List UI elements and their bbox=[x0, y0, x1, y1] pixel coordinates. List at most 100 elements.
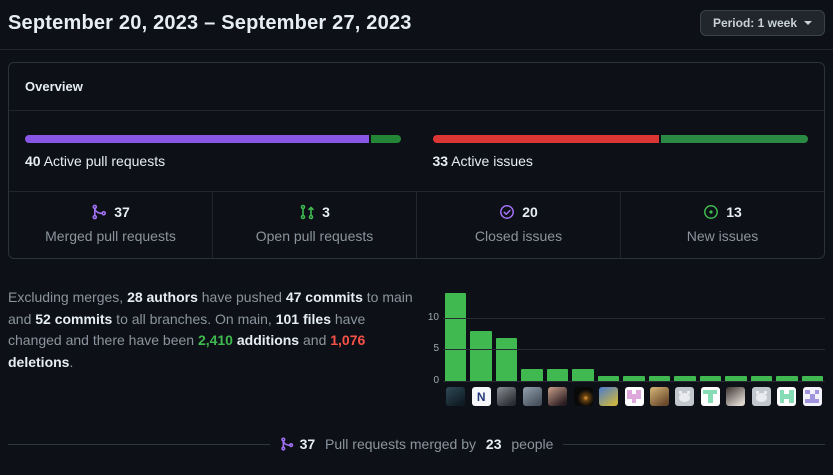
bar-slot bbox=[699, 287, 722, 382]
commit-count-bar[interactable] bbox=[521, 369, 543, 382]
commit-count-bar[interactable] bbox=[623, 375, 645, 382]
author-avatar[interactable] bbox=[599, 387, 619, 406]
commit-count-bar[interactable] bbox=[572, 369, 594, 382]
commit-count-bar[interactable] bbox=[801, 375, 824, 382]
bar-slot bbox=[776, 287, 798, 382]
author-avatar[interactable] bbox=[624, 387, 644, 406]
activity-section: Excluding merges, 28 authors have pushed… bbox=[8, 287, 825, 406]
y-axis-tick-label: 5 bbox=[433, 343, 439, 355]
author-avatar[interactable] bbox=[777, 387, 797, 406]
bar-slot bbox=[674, 287, 696, 382]
overview-stats-row: 37 Merged pull requests 3 Open pull requ… bbox=[9, 191, 824, 258]
author-avatar[interactable] bbox=[751, 387, 771, 406]
author-avatar-row: N bbox=[443, 387, 825, 406]
chart-bars bbox=[443, 287, 825, 382]
files-changed-count: 101 files bbox=[275, 310, 331, 327]
commit-count-bar[interactable] bbox=[674, 375, 696, 382]
identicon bbox=[627, 389, 641, 404]
open-pr-value-row: 3 bbox=[213, 202, 416, 222]
merged-pr-total: 37 bbox=[299, 436, 316, 452]
footer-text: Pull requests merged by bbox=[321, 436, 480, 452]
bar-slot bbox=[597, 287, 620, 382]
bar-slot bbox=[495, 287, 518, 382]
gridline bbox=[443, 317, 825, 319]
open-pull-requests-stat[interactable]: 3 Open pull requests bbox=[212, 192, 416, 258]
author-avatar[interactable] bbox=[700, 387, 720, 406]
progress-segment-new bbox=[660, 135, 808, 143]
avatar-slot bbox=[725, 387, 746, 406]
commit-count-bar[interactable] bbox=[470, 331, 492, 382]
author-avatar[interactable] bbox=[522, 387, 542, 406]
pull-requests-column: 40 Active pull requests bbox=[25, 135, 401, 169]
new-issues-value-row: 13 bbox=[621, 202, 824, 222]
author-avatar[interactable] bbox=[675, 387, 695, 406]
commit-count-bar[interactable] bbox=[648, 375, 671, 382]
commit-count-bar[interactable] bbox=[699, 375, 722, 382]
closed-issues-stat[interactable]: 20 Closed issues bbox=[416, 192, 620, 258]
bar-slot bbox=[572, 287, 594, 382]
active-issues-label: 33 Active issues bbox=[433, 153, 809, 169]
footer-text: people bbox=[507, 436, 554, 452]
summary-text: have changed and there have been bbox=[8, 310, 366, 349]
period-dropdown-button[interactable]: Period: 1 week bbox=[699, 10, 825, 36]
commit-count-bar[interactable] bbox=[597, 375, 620, 382]
deletions-word: deletions bbox=[8, 353, 70, 370]
overview-card-header: Overview bbox=[9, 63, 824, 111]
summary-text: to main and bbox=[8, 289, 413, 327]
git-pull-request-icon bbox=[299, 204, 315, 220]
author-avatar[interactable] bbox=[726, 387, 746, 406]
new-issues-stat[interactable]: 13 New issues bbox=[620, 192, 824, 258]
commit-count-bar[interactable] bbox=[725, 375, 747, 382]
merged-pull-requests-stat[interactable]: 37 Merged pull requests bbox=[9, 192, 212, 258]
identicon bbox=[805, 389, 820, 404]
progress-segment-merged bbox=[25, 135, 370, 143]
deletions-count: 1,076 bbox=[330, 332, 366, 348]
closed-issues-count: 20 bbox=[522, 204, 538, 220]
avatar-slot bbox=[776, 387, 797, 406]
commit-count-bar[interactable] bbox=[776, 375, 798, 382]
author-avatar[interactable]: N bbox=[471, 387, 491, 406]
commit-count-bar[interactable] bbox=[445, 293, 467, 382]
additions-word: additions bbox=[232, 332, 300, 348]
active-pr-text: Active pull requests bbox=[40, 153, 166, 169]
summary-text: and bbox=[299, 332, 331, 348]
octocat-icon bbox=[755, 391, 767, 402]
pull-requests-progress-bar bbox=[25, 135, 401, 143]
avatar-slot bbox=[598, 387, 619, 406]
new-issues-label: New issues bbox=[686, 228, 759, 244]
active-pr-count: 40 bbox=[25, 153, 41, 169]
gridline bbox=[443, 349, 825, 351]
author-avatar[interactable] bbox=[573, 387, 593, 406]
closed-issues-value-row: 20 bbox=[417, 202, 620, 222]
bar-slot bbox=[470, 287, 492, 382]
summary-text: to all branches. On main, bbox=[112, 310, 276, 327]
avatar-slot bbox=[751, 387, 772, 406]
merged-pr-value-row: 37 bbox=[9, 202, 212, 222]
merged-pr-label: Merged pull requests bbox=[45, 228, 176, 244]
new-issues-count: 13 bbox=[726, 204, 742, 220]
closed-issues-label: Closed issues bbox=[474, 228, 563, 244]
commits-bar-chart: 0 5 10 N bbox=[427, 287, 825, 406]
issues-progress-bar bbox=[432, 135, 808, 143]
open-pr-count: 3 bbox=[322, 204, 330, 220]
active-pull-requests-label: 40 Active pull requests bbox=[25, 153, 401, 169]
author-avatar[interactable] bbox=[497, 387, 517, 406]
divider-line-right bbox=[563, 443, 825, 445]
active-issues-count: 33 bbox=[432, 153, 449, 169]
bar-slot bbox=[801, 287, 824, 382]
open-pr-label: Open pull requests bbox=[255, 228, 374, 244]
author-avatar[interactable] bbox=[446, 387, 466, 406]
bar-slot bbox=[623, 287, 645, 382]
author-avatar[interactable] bbox=[649, 387, 669, 406]
identicon bbox=[779, 389, 794, 404]
page-header: September 20, 2023 – September 27, 2023 … bbox=[0, 0, 833, 50]
commit-count-bar[interactable] bbox=[546, 369, 569, 382]
commits-all-branches-count: 52 commits bbox=[35, 310, 113, 327]
commit-count-bar[interactable] bbox=[495, 337, 518, 382]
commit-count-bar[interactable] bbox=[750, 375, 773, 382]
bar-slot bbox=[750, 287, 773, 382]
avatar-slot: N bbox=[470, 387, 491, 406]
avatar-slot bbox=[521, 387, 542, 406]
author-avatar[interactable] bbox=[548, 387, 568, 406]
author-avatar[interactable] bbox=[802, 387, 822, 406]
